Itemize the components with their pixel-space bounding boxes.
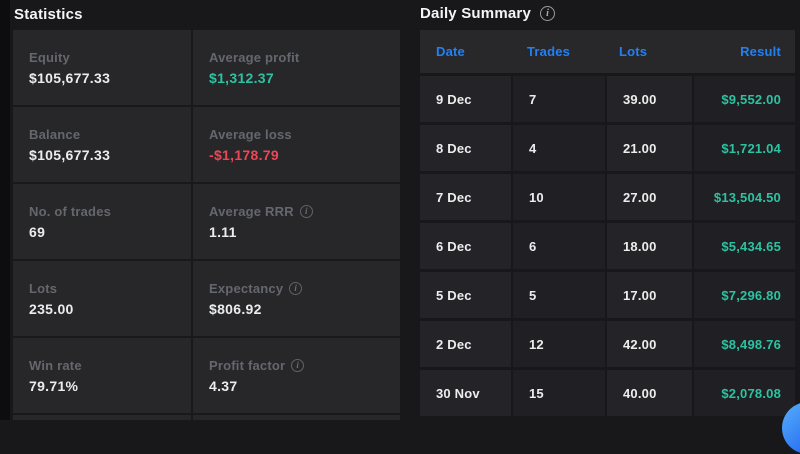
table-row[interactable]: 5 Dec 5 17.00 $7,296.80	[420, 272, 795, 318]
cell-result: $8,498.76	[694, 321, 795, 367]
stat-cell-average-profit: Average profit $1,312.37	[193, 30, 400, 105]
info-icon[interactable]: i	[289, 282, 303, 295]
stat-value: $806.92	[209, 301, 262, 317]
stat-value: $105,677.33	[29, 70, 111, 86]
stat-label: Average RRR	[209, 204, 294, 219]
stat-value: 235.00	[29, 301, 74, 317]
stat-cell-balance: Balance $105,677.33	[13, 107, 191, 182]
cell-result: $9,552.00	[694, 76, 795, 122]
cell-trades: 4	[513, 125, 605, 171]
daily-summary-table: Date Trades Lots Result 9 Dec 7 39.00 $9…	[420, 30, 795, 420]
cell-lots: 39.00	[607, 76, 692, 122]
stat-value: 4.37	[209, 378, 238, 394]
statistics-card: Equity $105,677.33 Average profit $1,312…	[13, 30, 400, 420]
stat-cell-no-of-trades: No. of trades 69	[13, 184, 191, 259]
cell-lots: 42.00	[607, 321, 692, 367]
cell-trades: 15	[513, 370, 605, 416]
stat-cell-cutoff	[13, 415, 191, 420]
stat-cell-average-loss: Average loss -$1,178.79	[193, 107, 400, 182]
cell-trades: 6	[513, 223, 605, 269]
cell-result: $1,721.04	[694, 125, 795, 171]
table-row[interactable]: 8 Dec 4 21.00 $1,721.04	[420, 125, 795, 171]
cell-trades: 7	[513, 76, 605, 122]
cell-result: $13,504.50	[694, 174, 795, 220]
cell-date: 6 Dec	[420, 223, 511, 269]
cell-lots: 18.00	[607, 223, 692, 269]
stat-label: No. of trades	[29, 204, 112, 219]
cell-date: 2 Dec	[420, 321, 511, 367]
table-header-row: Date Trades Lots Result	[420, 30, 795, 73]
cell-result: $5,434.65	[694, 223, 795, 269]
table-row[interactable]: 9 Dec 7 39.00 $9,552.00	[420, 76, 795, 122]
statistics-panel-title: Statistics	[14, 6, 83, 23]
stat-cell-expectancy: Expectancy i $806.92	[193, 261, 400, 336]
stat-label: Average loss	[209, 127, 292, 142]
stat-cell-win-rate: Win rate 79.71%	[13, 338, 191, 413]
column-header-result[interactable]: Result	[740, 44, 781, 59]
cell-trades: 10	[513, 174, 605, 220]
stat-cell-lots: Lots 235.00	[13, 261, 191, 336]
stat-label: Balance	[29, 127, 81, 142]
stat-value: 79.71%	[29, 378, 79, 394]
stat-value: -$1,178.79	[209, 147, 279, 163]
stat-label: Win rate	[29, 358, 82, 373]
stat-label: Expectancy	[209, 281, 284, 296]
info-icon[interactable]: i	[299, 205, 313, 218]
daily-summary-header: Daily Summary i	[420, 5, 555, 22]
table-row[interactable]: 6 Dec 6 18.00 $5,434.65	[420, 223, 795, 269]
column-header-lots[interactable]: Lots	[619, 44, 648, 59]
cell-date: 7 Dec	[420, 174, 511, 220]
stat-value: 69	[29, 224, 46, 240]
cell-date: 5 Dec	[420, 272, 511, 318]
cell-trades: 12	[513, 321, 605, 367]
stat-cell-equity: Equity $105,677.33	[13, 30, 191, 105]
stat-label: Lots	[29, 281, 58, 296]
stat-cell-profit-factor: Profit factor i 4.37	[193, 338, 400, 413]
cell-date: 30 Nov	[420, 370, 511, 416]
stat-label: Average profit	[209, 50, 300, 65]
daily-summary-panel-title: Daily Summary	[420, 5, 531, 22]
cell-result: $7,296.80	[694, 272, 795, 318]
stat-cell-average-rrr: Average RRR i 1.11	[193, 184, 400, 259]
cell-date: 9 Dec	[420, 76, 511, 122]
stat-label: Equity	[29, 50, 70, 65]
left-edge-strip	[0, 0, 10, 420]
cell-lots: 17.00	[607, 272, 692, 318]
cell-trades: 5	[513, 272, 605, 318]
cell-date: 8 Dec	[420, 125, 511, 171]
table-row[interactable]: 30 Nov 15 40.00 $2,078.08	[420, 370, 795, 416]
cell-lots: 40.00	[607, 370, 692, 416]
stat-value: 1.11	[209, 224, 237, 240]
stat-label: Profit factor	[209, 358, 286, 373]
cell-lots: 21.00	[607, 125, 692, 171]
stat-value: $1,312.37	[209, 70, 274, 86]
column-header-date[interactable]: Date	[436, 44, 465, 59]
stat-value: $105,677.33	[29, 147, 111, 163]
cell-result: $2,078.08	[694, 370, 795, 416]
column-header-trades[interactable]: Trades	[527, 44, 571, 59]
cell-lots: 27.00	[607, 174, 692, 220]
table-row[interactable]: 7 Dec 10 27.00 $13,504.50	[420, 174, 795, 220]
info-icon[interactable]: i	[291, 359, 305, 372]
stat-cell-cutoff	[193, 415, 400, 420]
table-row[interactable]: 2 Dec 12 42.00 $8,498.76	[420, 321, 795, 367]
info-icon[interactable]: i	[539, 6, 555, 21]
